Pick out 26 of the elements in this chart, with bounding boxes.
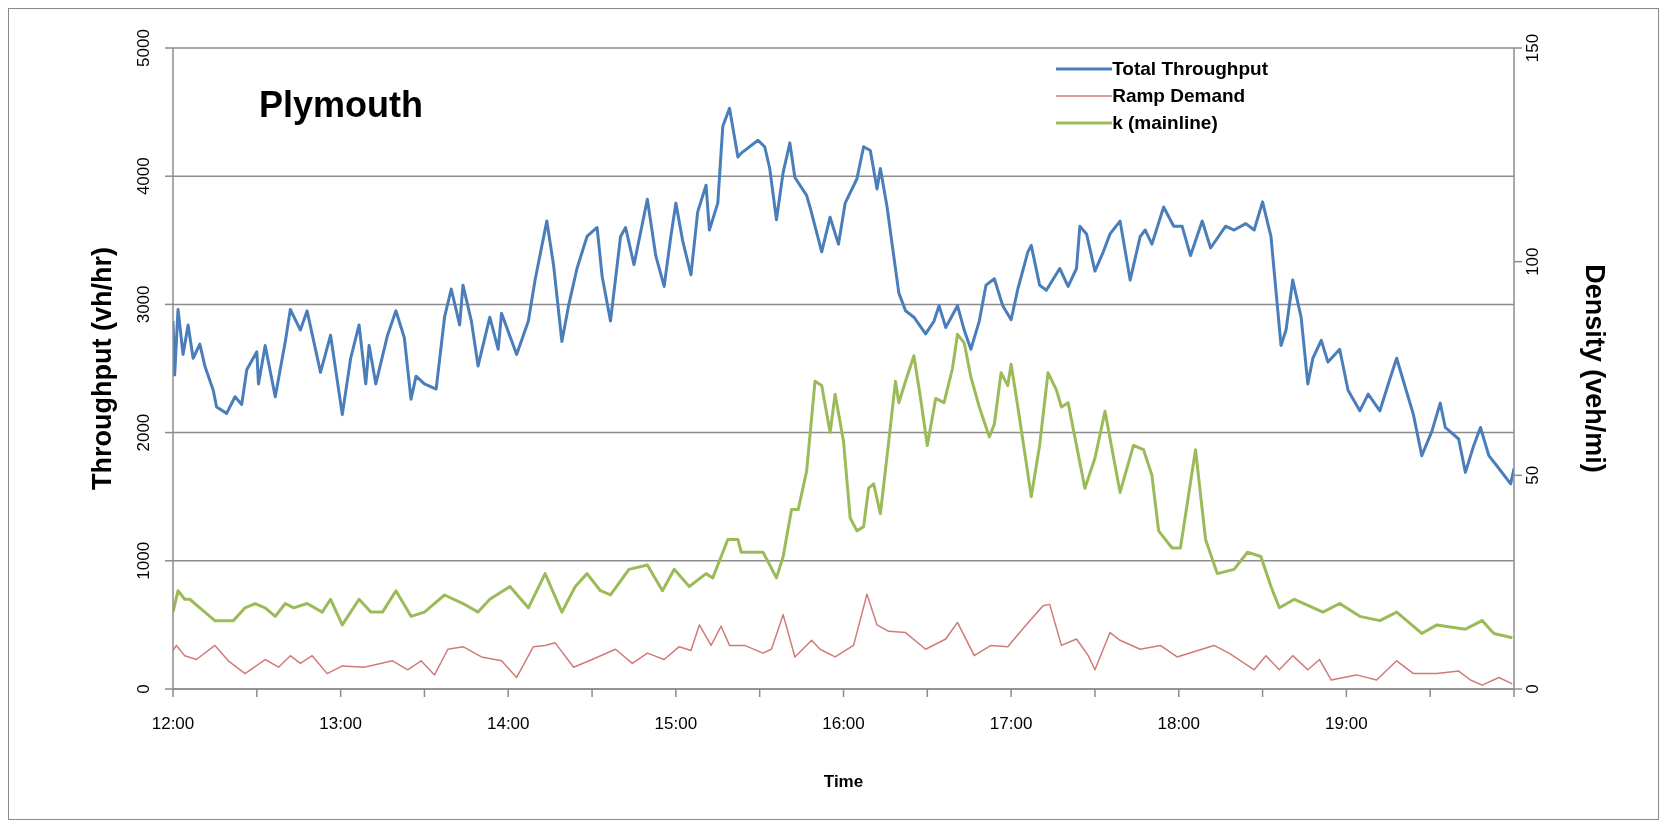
x-axis-title: Time (823, 772, 864, 791)
y-tick-label: 3000 (134, 285, 153, 324)
y2-tick-label: 0 (1523, 684, 1542, 694)
x-tick-label: 15:00 (654, 714, 698, 733)
x-tick-label: 12:00 (151, 714, 195, 733)
legend-label: Ramp Demand (1112, 84, 1246, 107)
y-tick-label: 5000 (134, 29, 153, 67)
y-tick-label: 4000 (134, 157, 153, 196)
y2-tick-label: 50 (1523, 465, 1542, 485)
y-tick-label: 0 (134, 684, 153, 694)
x-tick-label: 13:00 (319, 714, 362, 733)
line-series (173, 593, 1514, 686)
y2-axis-title: Density (veh/mi) (1580, 264, 1611, 473)
x-tick-label: 16:00 (822, 714, 865, 733)
legend-label: Total Throughput (1112, 57, 1268, 80)
x-tick-label: 18:00 (1157, 714, 1201, 733)
y-tick-label: 2000 (134, 413, 153, 452)
y2-tick-label: 100 (1523, 247, 1542, 276)
x-tick-label: 19:00 (1325, 714, 1368, 733)
legend-label: k (mainline) (1112, 111, 1218, 134)
x-tick-label: 14:00 (486, 714, 530, 733)
x-tick-label: 17:00 (989, 714, 1033, 733)
text: Plymouth (259, 84, 424, 125)
y-tick-label: 1000 (134, 541, 153, 580)
y2-tick-label: 150 (1523, 33, 1542, 63)
y-axis-title: Throughput (vh/hr) (86, 247, 117, 490)
